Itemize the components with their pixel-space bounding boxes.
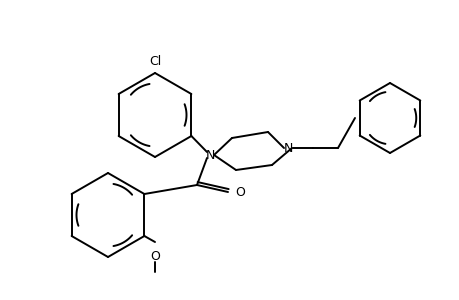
Text: N: N — [205, 148, 214, 161]
Text: O: O — [150, 250, 160, 262]
Text: O: O — [235, 185, 244, 199]
Text: N: N — [283, 142, 292, 154]
Text: Cl: Cl — [149, 55, 161, 68]
